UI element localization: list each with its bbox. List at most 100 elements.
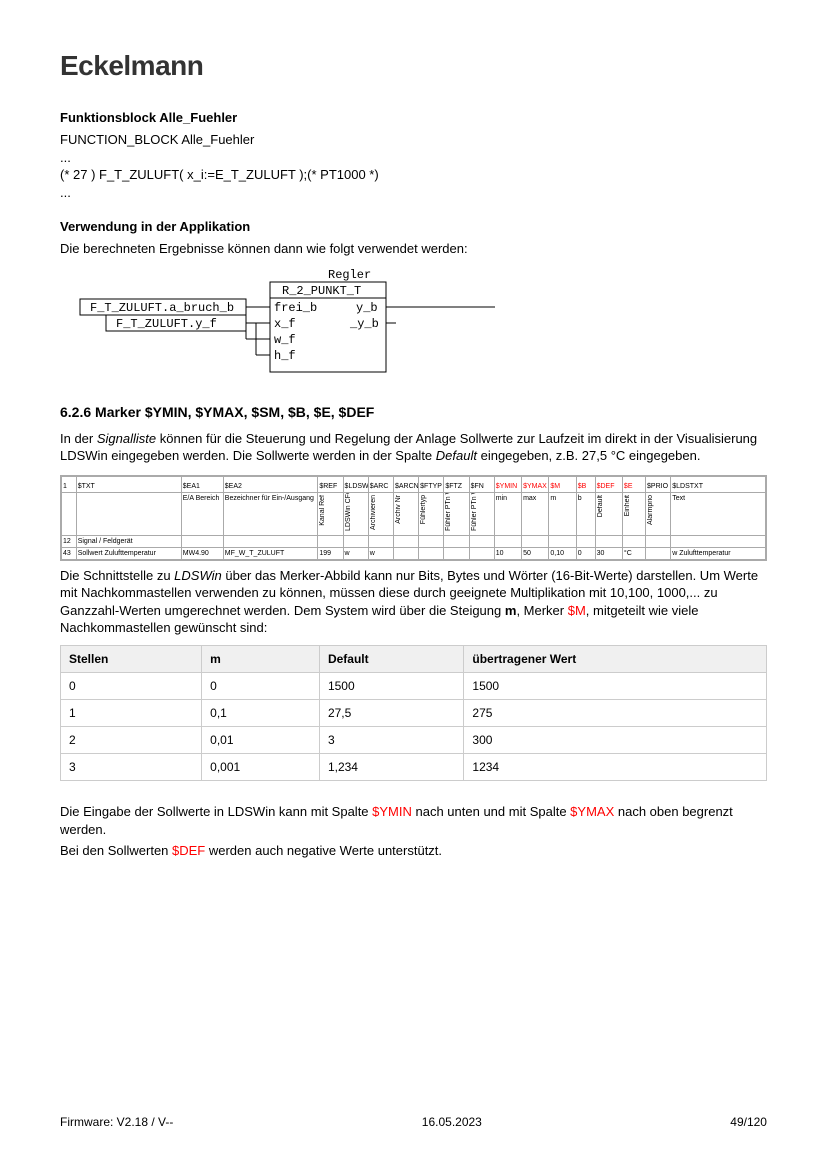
- port-y-b: y_b: [356, 301, 378, 315]
- sig-col-header: $DEF: [595, 476, 622, 492]
- sig-cell: [444, 535, 469, 547]
- diagram-title: Regler: [328, 268, 371, 282]
- block-diagram: Regler R_2_PUNKT_T frei_b x_f w_f h_f y_…: [60, 266, 767, 376]
- sig-cell: w: [368, 547, 393, 559]
- code-line-3: (* 27 ) F_T_ZULUFT( x_i:=E_T_ZULUFT );(*…: [60, 166, 767, 184]
- port-h-f: h_f: [274, 349, 296, 363]
- sig-cell: Sollwert Zulufttemperatur: [76, 547, 181, 559]
- sig-col-subheader: m: [549, 492, 576, 535]
- sig-col-header: $LDSW: [343, 476, 368, 492]
- sig-col-header: $FTZ: [444, 476, 469, 492]
- port-w-f: w_f: [274, 333, 296, 347]
- sig-cell: [419, 535, 444, 547]
- para-schnittstelle: Die Schnittstelle zu LDSWin über das Mer…: [60, 567, 767, 637]
- sig-cell: [181, 535, 223, 547]
- stellen-cell: 0: [202, 673, 320, 700]
- sig-cell: [646, 535, 671, 547]
- code-line-2: ...: [60, 149, 767, 167]
- sig-col-subheader: min: [494, 492, 521, 535]
- stellen-header: Stellen: [61, 646, 202, 673]
- sig-cell: 50: [522, 547, 549, 559]
- sig-cell: 0: [576, 547, 595, 559]
- sig-col-subheader: Einheit: [622, 492, 645, 535]
- sig-col-header: 1: [62, 476, 77, 492]
- sig-cell: [318, 535, 343, 547]
- stellen-cell: 0,001: [202, 754, 320, 781]
- stellen-header: übertragener Wert: [464, 646, 767, 673]
- sig-col-header: $TXT: [76, 476, 181, 492]
- stellen-cell: 1500: [464, 673, 767, 700]
- stellen-cell: 3: [319, 727, 463, 754]
- sig-cell: 199: [318, 547, 343, 559]
- stellen-cell: 27,5: [319, 700, 463, 727]
- stellen-cell: 0: [61, 673, 202, 700]
- signal-table: 1$TXT$EA1$EA2$REF$LDSW$ARC$ARCN$FTYP$FTZ…: [60, 475, 767, 561]
- para-signalliste: In der Signalliste können für die Steuer…: [60, 430, 767, 465]
- sig-cell: [469, 547, 494, 559]
- sig-col-header: $ARC: [368, 476, 393, 492]
- sig-cell: MF_W_T_ZULUFT: [223, 547, 318, 559]
- sig-cell: [522, 535, 549, 547]
- sig-cell: 12: [62, 535, 77, 547]
- sig-col-header: $E: [622, 476, 645, 492]
- sig-cell: [469, 535, 494, 547]
- sig-cell: 30: [595, 547, 622, 559]
- sig-col-subheader: LDSWin CFG: [343, 492, 368, 535]
- sig-cell: 0,10: [549, 547, 576, 559]
- sig-cell: w Zulufttemperatur: [671, 547, 766, 559]
- sig-cell: [595, 535, 622, 547]
- table-row: 20,013300: [61, 727, 767, 754]
- sig-col-subheader: Bezeichner für Ein-/Ausgang: [223, 492, 318, 535]
- section-funktionsblock: Funktionsblock Alle_Fuehler FUNCTION_BLO…: [60, 110, 767, 201]
- heading-626: 6.2.6 Marker $YMIN, $YMAX, $SM, $B, $E, …: [60, 404, 767, 420]
- sig-col-header: $FN: [469, 476, 494, 492]
- footer-firmware: Firmware: V2.18 / V--: [60, 1115, 173, 1129]
- sig-col-header: $B: [576, 476, 595, 492]
- stellen-header: m: [202, 646, 320, 673]
- sig-cell: Signal / Feldgerät: [76, 535, 181, 547]
- sig-col-header: $FTYP: [419, 476, 444, 492]
- stellen-cell: 1234: [464, 754, 767, 781]
- sig-cell: MW4.90: [181, 547, 223, 559]
- sig-col-header: $LDSTXT: [671, 476, 766, 492]
- port-y-b2: _y_b: [349, 317, 379, 331]
- stellen-cell: 0,01: [202, 727, 320, 754]
- sig-col-subheader: max: [522, 492, 549, 535]
- sig-cell: [549, 535, 576, 547]
- stellen-cell: 1: [61, 700, 202, 727]
- diagram-in2: F_T_ZULUFT.y_f: [116, 317, 217, 331]
- brand-logo: Eckelmann: [60, 50, 767, 82]
- diagram-block-name: R_2_PUNKT_T: [282, 284, 361, 298]
- port-x-f: x_f: [274, 317, 296, 331]
- stellen-cell: 3: [61, 754, 202, 781]
- sig-cell: 43: [62, 547, 77, 559]
- sig-cell: [646, 547, 671, 559]
- diagram-in1: F_T_ZULUFT.a_bruch_b: [90, 301, 234, 315]
- section-verwendung: Verwendung in der Applikation Die berech…: [60, 219, 767, 258]
- stellen-cell: 300: [464, 727, 767, 754]
- sig-col-subheader: [62, 492, 77, 535]
- heading-funktionsblock: Funktionsblock Alle_Fuehler: [60, 110, 767, 125]
- text-verwendung: Die berechneten Ergebnisse können dann w…: [60, 240, 767, 258]
- table-row: 30,0011,2341234: [61, 754, 767, 781]
- sig-col-header: $EA1: [181, 476, 223, 492]
- sig-col-subheader: b: [576, 492, 595, 535]
- sig-cell: [494, 535, 521, 547]
- sig-cell: [393, 547, 418, 559]
- sig-cell: w: [343, 547, 368, 559]
- stellen-cell: 1500: [319, 673, 463, 700]
- sig-col-header: $YMIN: [494, 476, 521, 492]
- table-row: 10,127,5275: [61, 700, 767, 727]
- stellen-table: StellenmDefaultübertragener Wert 0015001…: [60, 645, 767, 781]
- sig-cell: 10: [494, 547, 521, 559]
- sig-col-subheader: Kanal Ref: [318, 492, 343, 535]
- sig-col-header: $YMAX: [522, 476, 549, 492]
- para-ymin-ymax: Die Eingabe der Sollwerte in LDSWin kann…: [60, 803, 767, 838]
- sig-cell: [419, 547, 444, 559]
- page-footer: Firmware: V2.18 / V-- 16.05.2023 49/120: [60, 1115, 767, 1129]
- sig-cell: [622, 535, 645, 547]
- sig-col-header: $PRIO: [646, 476, 671, 492]
- sig-cell: [343, 535, 368, 547]
- sig-col-subheader: Fühlertyp: [419, 492, 444, 535]
- sig-cell: [393, 535, 418, 547]
